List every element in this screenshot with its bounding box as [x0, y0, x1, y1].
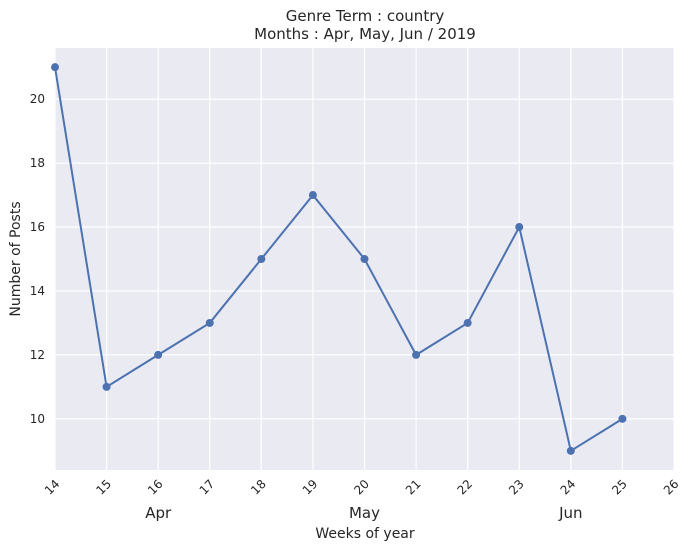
- x-tick-labels: 14 15 16 17 18 19 20 21 22 23 24 25 26: [42, 477, 682, 498]
- x-tick-label: 25: [609, 477, 630, 498]
- y-tick-label: 16: [30, 220, 45, 234]
- x-tick-label: 16: [145, 477, 166, 498]
- data-point: [360, 255, 369, 263]
- x-tick-label: 15: [93, 477, 114, 498]
- y-tick-label: 20: [30, 92, 45, 106]
- month-label: Apr: [145, 504, 172, 522]
- data-point: [308, 191, 317, 200]
- x-tick-label: 21: [403, 477, 424, 498]
- data-point: [257, 255, 266, 263]
- data-point: [205, 318, 214, 327]
- data-points: [51, 63, 627, 455]
- y-tick-label: 12: [30, 348, 45, 362]
- data-point: [102, 382, 111, 391]
- data-point: [566, 446, 575, 455]
- x-tick-label: 20: [351, 477, 372, 498]
- x-tick-label: 24: [558, 477, 579, 498]
- data-point: [154, 350, 163, 359]
- data-point: [515, 223, 524, 232]
- x-tick-label: 18: [248, 477, 269, 498]
- y-tick-label: 10: [30, 412, 45, 426]
- y-tick-labels: 10 12 14 16 18 20: [30, 92, 45, 426]
- data-point: [412, 350, 421, 359]
- y-tick-label: 18: [30, 156, 45, 170]
- x-tick-label: 19: [300, 477, 321, 498]
- x-tick-label: 14: [42, 477, 63, 498]
- x-axis-label: Weeks of year: [315, 526, 415, 542]
- month-label: Jun: [558, 504, 582, 522]
- x-tick-label: 23: [506, 477, 527, 498]
- x-tick-label: 17: [197, 477, 218, 498]
- series-line-group: [54, 67, 623, 453]
- chart-title: Genre Term : country: [286, 7, 445, 25]
- chart-subtitle: Months : Apr, May, Jun / 2019: [254, 25, 476, 43]
- month-label: May: [349, 504, 380, 522]
- x-tick-label: 22: [454, 477, 475, 498]
- month-labels: Apr May Jun: [145, 504, 582, 522]
- data-point: [51, 63, 59, 72]
- y-axis-label: Number of Posts: [8, 201, 24, 316]
- series-line: [54, 67, 623, 453]
- y-tick-label: 14: [30, 284, 45, 298]
- data-point: [463, 318, 472, 327]
- x-tick-label: 26: [661, 477, 682, 498]
- data-point: [618, 414, 627, 423]
